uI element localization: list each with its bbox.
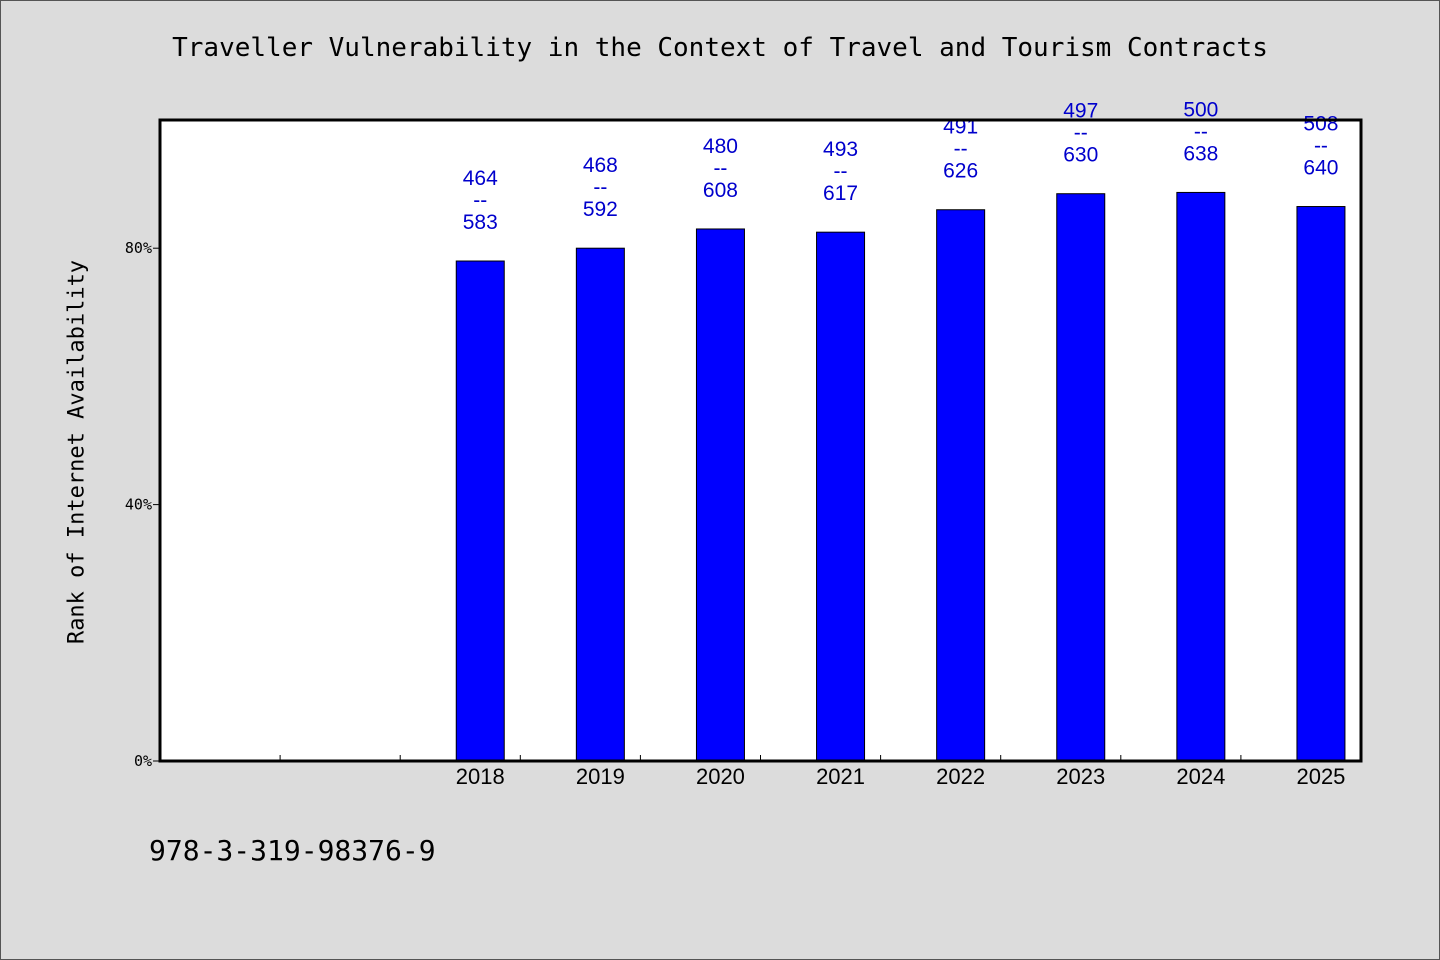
x-tick-label: 2018 (456, 764, 505, 789)
bar-2024 (1176, 191, 1226, 762)
bar-label-top: 464 (463, 167, 498, 190)
bar-label-bottom: 638 (1183, 142, 1218, 165)
bar-2025 (1296, 206, 1346, 762)
isbn-footer: 978-3-319-98376-9 (149, 834, 436, 867)
y-tick-label: 80% (125, 239, 152, 257)
y-tick-label: 40% (125, 496, 152, 514)
bar-label-bottom: 630 (1063, 144, 1098, 167)
bar-2020 (695, 228, 745, 762)
bar-label-separator: -- (713, 157, 727, 180)
bar-label-separator: -- (1074, 122, 1088, 145)
bar-label-top: 508 (1303, 113, 1338, 136)
bar-label-separator: -- (1314, 135, 1328, 158)
x-tick-label: 2020 (696, 764, 745, 789)
bar-2023 (1056, 193, 1106, 762)
y-tick-label: 0% (134, 752, 152, 770)
x-tick-label: 2021 (816, 764, 865, 789)
bar-label-bottom: 626 (943, 160, 978, 183)
bar-label-top: 468 (583, 154, 618, 177)
bar-label-bottom: 592 (583, 198, 618, 221)
bar-2018 (455, 260, 505, 762)
x-tick-label: 2025 (1296, 764, 1345, 789)
bar-label-bottom: 608 (703, 179, 738, 202)
bar-label-bottom: 583 (463, 211, 498, 234)
x-tick-label: 2019 (576, 764, 625, 789)
bar-label-separator: -- (954, 138, 968, 161)
bar-label-separator: -- (834, 160, 848, 183)
plot-border (158, 118, 1363, 763)
bar-label-top: 493 (823, 138, 858, 161)
plot-area (160, 120, 1361, 761)
bar-2019 (575, 247, 625, 762)
bar-label-top: 500 (1183, 98, 1218, 121)
chart-title: Traveller Vulnerability in the Context o… (172, 33, 1268, 63)
bar-label-top: 497 (1063, 100, 1098, 123)
bar-label-separator: -- (1194, 120, 1208, 143)
bar-label-bottom: 640 (1303, 157, 1338, 180)
x-tick-label: 2024 (1176, 764, 1225, 789)
bar-2022 (936, 209, 986, 762)
x-tick-label: 2022 (936, 764, 985, 789)
bar-label-separator: -- (473, 189, 487, 212)
bar-2021 (816, 231, 866, 762)
bar-label-top: 480 (703, 135, 738, 158)
bar-label-bottom: 617 (823, 182, 858, 205)
x-tick-label: 2023 (1056, 764, 1105, 789)
bar-label-separator: -- (593, 176, 607, 199)
